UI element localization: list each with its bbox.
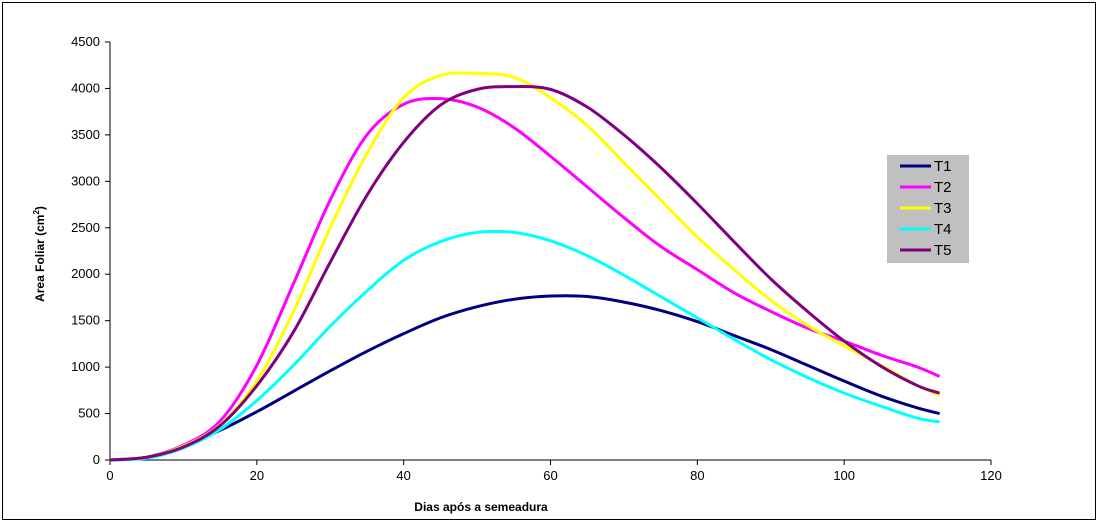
y-axis-title: Area Foliar (cm2) (32, 206, 47, 302)
series-layer (109, 71, 941, 462)
y-tick-label: 500 (78, 406, 100, 421)
x-tick-label: 20 (250, 468, 264, 483)
y-tick-label: 3500 (71, 127, 100, 142)
y-tick-label: 2500 (71, 220, 100, 235)
x-tick-label: 100 (833, 468, 855, 483)
chart-frame: 0 500 1000 1500 2000 2500 3000 3500 4000 4500 0 20 4… (2, 2, 1096, 520)
legend-label-t3: T3 (934, 200, 952, 217)
y-tick-label: 3000 (71, 173, 100, 188)
axes: 0 500 1000 1500 2000 2500 3000 3500 4000 4500 0 20 4… (71, 34, 1002, 483)
y-tick-label: 1000 (71, 359, 100, 374)
y-axis-title-superscript: 2 (32, 210, 41, 215)
x-axis-title: Dias após a semeadura (414, 500, 548, 514)
legend-label-t1: T1 (934, 158, 952, 175)
x-tick-label: 0 (106, 468, 113, 483)
y-tick-label: 0 (93, 452, 100, 467)
series-line-t4 (109, 229, 940, 462)
y-tick-label: 4000 (71, 80, 100, 95)
y-tick-label: 2000 (71, 266, 100, 281)
legend-label-t2: T2 (934, 179, 952, 196)
line-chart: 0 500 1000 1500 2000 2500 3000 3500 4000 4500 0 20 4… (32, 34, 1002, 514)
x-tick-label: 60 (543, 468, 557, 483)
legend-label-t5: T5 (934, 242, 952, 259)
x-tick-label: 40 (396, 468, 410, 483)
legend: T1 T2 T3 T4 T5 (887, 155, 969, 263)
x-tick-label: 120 (980, 468, 1002, 483)
y-tick-label: 1500 (71, 313, 100, 328)
y-tick-label: 4500 (71, 34, 100, 49)
y-axis-title-main: Area Foliar (cm (33, 215, 47, 302)
y-axis-title-close: ) (33, 206, 47, 210)
legend-label-t4: T4 (934, 221, 952, 238)
series-line-t3 (109, 71, 941, 462)
series-line-t2 (109, 96, 941, 462)
series-line-t5 (109, 85, 941, 462)
series-line-t1 (109, 294, 940, 462)
x-tick-label: 80 (690, 468, 704, 483)
